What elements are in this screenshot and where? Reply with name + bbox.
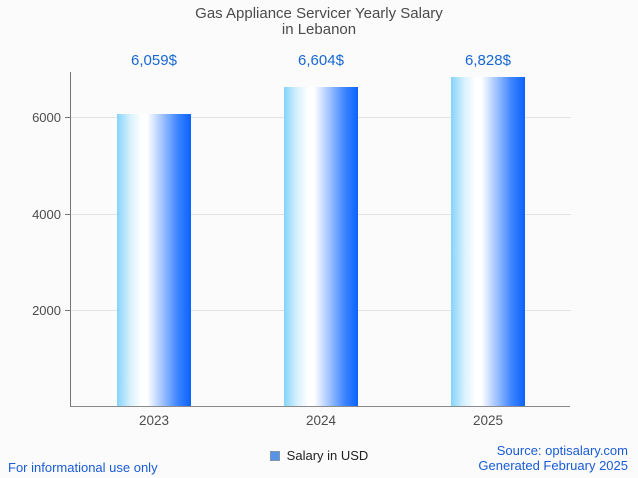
value-label-2024: 6,604$: [298, 52, 344, 69]
chart-title-line1: Gas Appliance Servicer Yearly Salary: [195, 5, 443, 22]
y-axis-label: 6000: [32, 110, 61, 125]
y-axis-label: 4000: [32, 207, 61, 222]
y-axis-tick: [65, 214, 71, 215]
legend-label: Salary in USD: [286, 448, 369, 463]
chart-title-line2: in Lebanon: [281, 21, 357, 38]
footer-generated: Generated February 2025: [478, 458, 628, 473]
chart-title: Gas Appliance Servicer Yearly Salary in …: [0, 6, 638, 38]
y-axis-label: 2000: [32, 303, 61, 318]
footer-source-link[interactable]: Source: optisalary.com: [496, 443, 628, 458]
footer-disclaimer: For informational use only: [8, 460, 158, 475]
x-axis-label-2025: 2025: [472, 413, 504, 428]
bar-2023[interactable]: [117, 114, 191, 406]
legend-swatch-icon: [269, 450, 280, 461]
x-axis-label-2023: 2023: [138, 413, 170, 428]
bar-2024[interactable]: [284, 87, 358, 406]
legend: Salary in USD: [0, 448, 638, 463]
value-label-2023: 6,059$: [131, 52, 177, 69]
value-label-2025: 6,828$: [465, 52, 511, 69]
y-axis-tick: [65, 310, 71, 311]
plot-area: 2000 4000 6000 6,059$ 2023 6,604$ 2024 6,828$ 20…: [32, 52, 571, 428]
footer-attribution: Source: optisalary.com Generated Februar…: [478, 443, 628, 473]
y-axis-tick: [65, 117, 71, 118]
bar-2025[interactable]: [451, 77, 525, 406]
x-axis-label-2024: 2024: [305, 413, 337, 428]
